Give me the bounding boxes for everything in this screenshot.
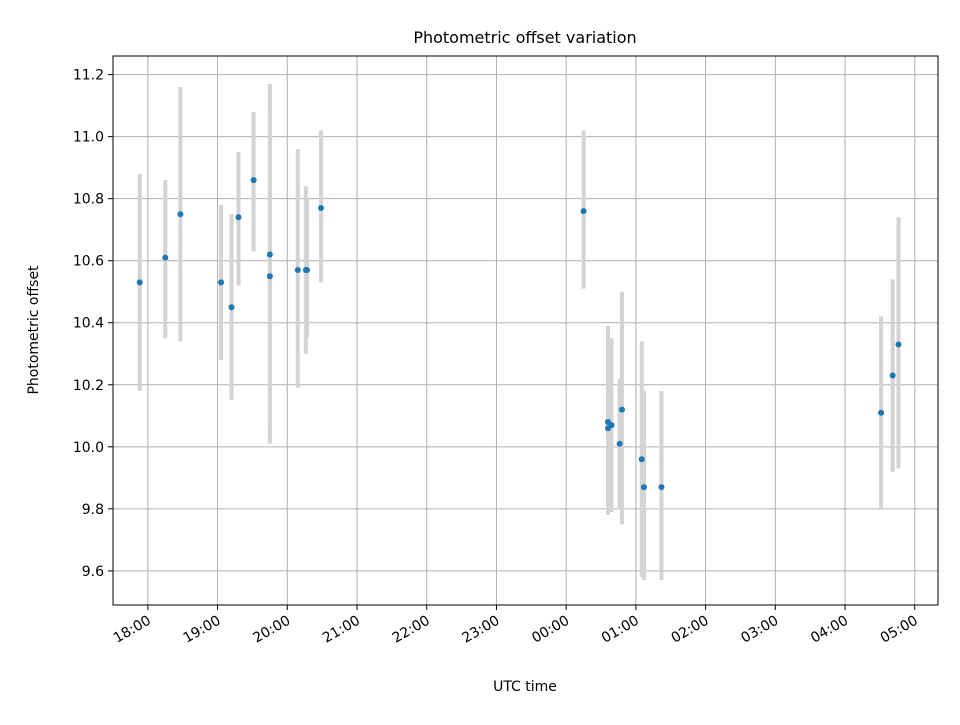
data-point	[162, 254, 169, 261]
data-point	[136, 279, 143, 286]
x-axis-label: UTC time	[493, 679, 557, 695]
y-tick-label: 9.8	[82, 502, 104, 518]
data-point	[641, 484, 648, 491]
y-tick-label: 11.0	[73, 130, 104, 146]
data-point	[304, 267, 311, 274]
data-point	[658, 484, 665, 491]
chart-title: Photometric offset variation	[413, 28, 636, 47]
data-point	[608, 422, 615, 429]
data-point	[218, 279, 225, 286]
point-layer	[136, 177, 902, 491]
data-point	[618, 406, 625, 413]
data-point	[638, 456, 645, 463]
data-point	[317, 204, 324, 211]
data-point	[294, 267, 301, 274]
data-point	[228, 304, 235, 311]
y-tick-label: 10.0	[73, 440, 104, 456]
data-point	[235, 214, 242, 221]
y-tick-label: 11.2	[73, 68, 104, 84]
data-point	[266, 251, 273, 258]
data-point	[616, 440, 623, 447]
y-tick-label: 9.6	[82, 564, 104, 580]
y-tick-label: 10.2	[73, 378, 104, 394]
data-point	[878, 409, 885, 416]
y-tick-label: 10.4	[73, 316, 104, 332]
y-axis-label: Photometric offset	[26, 265, 42, 395]
data-point	[895, 341, 902, 348]
data-point	[889, 372, 896, 379]
y-tick-label: 10.8	[73, 192, 104, 208]
data-point	[580, 208, 587, 215]
data-point	[177, 211, 184, 218]
data-point	[266, 273, 273, 280]
grid-layer	[113, 56, 938, 605]
data-point	[250, 177, 257, 184]
y-tick-label: 10.6	[73, 254, 104, 270]
plot-frame	[112, 55, 939, 606]
